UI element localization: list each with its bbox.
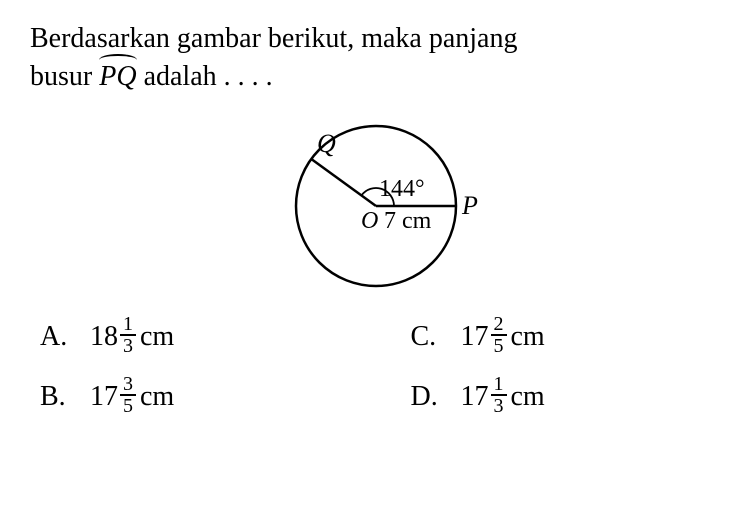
option-d: D. 1713cm bbox=[411, 376, 722, 418]
option-d-value: 1713cm bbox=[461, 376, 545, 418]
option-b: B. 1735cm bbox=[40, 376, 351, 418]
question-line2-prefix: busur bbox=[30, 61, 99, 92]
option-b-unit: cm bbox=[140, 381, 174, 413]
label-q: Q bbox=[317, 129, 336, 158]
label-angle: 144° bbox=[379, 176, 425, 202]
label-o: O bbox=[361, 208, 378, 234]
option-a-value: 1813cm bbox=[90, 316, 174, 358]
arc-pq: PQ bbox=[99, 58, 136, 96]
option-d-den: 3 bbox=[491, 396, 507, 416]
option-b-label: B. bbox=[40, 381, 72, 413]
option-c-num: 2 bbox=[491, 314, 507, 336]
option-d-fraction: 13 bbox=[491, 374, 507, 416]
option-b-value: 1735cm bbox=[90, 376, 174, 418]
option-a: A. 1813cm bbox=[40, 316, 351, 358]
option-a-den: 3 bbox=[120, 336, 136, 356]
option-a-fraction: 13 bbox=[120, 314, 136, 356]
option-d-whole: 17 bbox=[461, 381, 489, 413]
question-line1: Berdasarkan gambar berikut, maka panjang bbox=[30, 23, 517, 54]
question-line2-suffix: adalah . . . . bbox=[137, 61, 273, 92]
option-d-unit: cm bbox=[511, 381, 545, 413]
radius-oq bbox=[311, 159, 376, 206]
option-b-den: 5 bbox=[120, 396, 136, 416]
option-c-label: C. bbox=[411, 321, 443, 353]
option-c-den: 5 bbox=[491, 336, 507, 356]
option-a-whole: 18 bbox=[90, 321, 118, 353]
option-a-num: 1 bbox=[120, 314, 136, 336]
option-c-whole: 17 bbox=[461, 321, 489, 353]
options-grid: A. 1813cm C. 1725cm B. 1735cm D. 1713cm bbox=[30, 316, 721, 418]
circle-diagram: Q P O 144° 7 cm bbox=[266, 106, 486, 296]
option-a-label: A. bbox=[40, 321, 72, 353]
label-p: P bbox=[461, 191, 478, 220]
option-c: C. 1725cm bbox=[411, 316, 722, 358]
option-d-label: D. bbox=[411, 381, 443, 413]
option-d-num: 1 bbox=[491, 374, 507, 396]
label-radius: 7 cm bbox=[384, 208, 432, 234]
diagram-container: Q P O 144° 7 cm bbox=[30, 106, 721, 296]
option-b-whole: 17 bbox=[90, 381, 118, 413]
question-text: Berdasarkan gambar berikut, maka panjang… bbox=[30, 20, 721, 96]
option-a-unit: cm bbox=[140, 321, 174, 353]
option-c-value: 1725cm bbox=[461, 316, 545, 358]
option-b-num: 3 bbox=[120, 374, 136, 396]
option-b-fraction: 35 bbox=[120, 374, 136, 416]
option-c-fraction: 25 bbox=[491, 314, 507, 356]
option-c-unit: cm bbox=[511, 321, 545, 353]
